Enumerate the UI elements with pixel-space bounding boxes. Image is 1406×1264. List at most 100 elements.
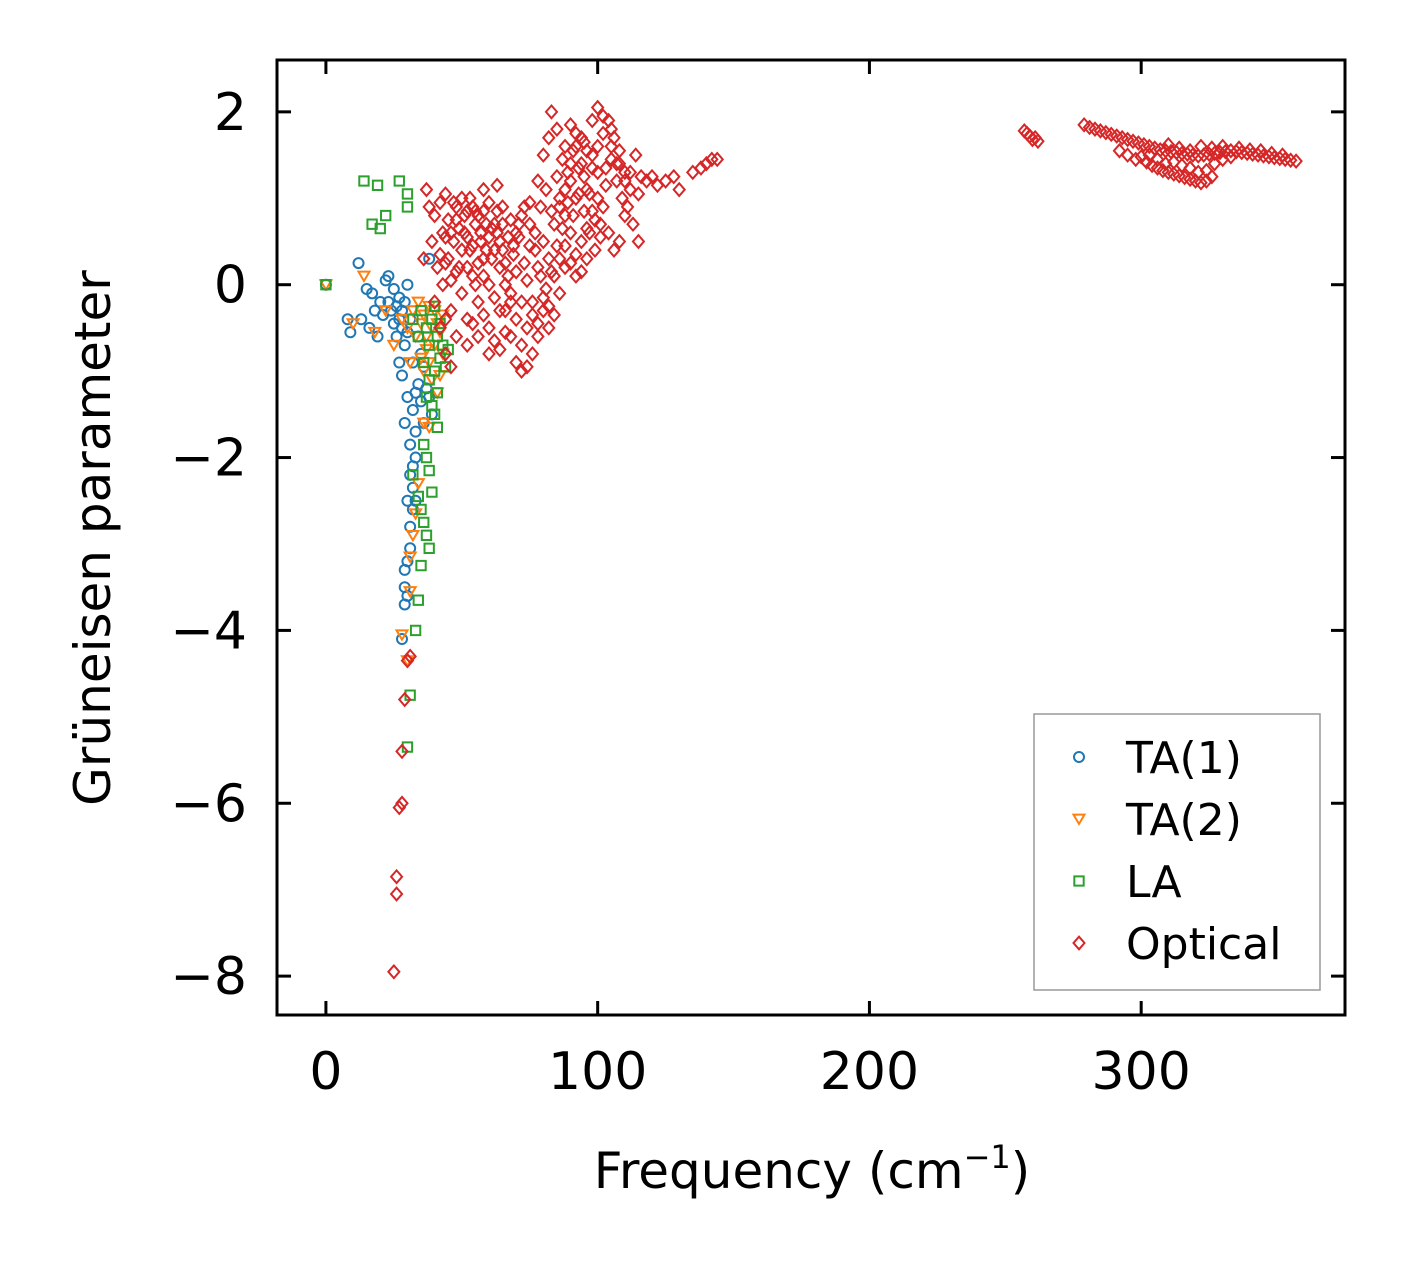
data-point [401,494,414,507]
data-point [528,225,542,241]
data-point [1142,138,1157,155]
data-point [412,594,424,606]
data-point [438,186,453,202]
data-point [569,246,583,263]
x-tick-label: 200 [820,1042,919,1102]
y-tick-label: −8 [170,947,247,1007]
data-point [1205,140,1219,157]
data-point [1194,174,1208,191]
data-point [1104,126,1119,143]
data-point [460,337,475,354]
data-point [541,320,556,336]
data-point [1275,147,1290,163]
data-point [344,326,357,339]
data-point [582,186,597,202]
data-point [493,302,507,319]
data-point [1120,131,1135,148]
data-point [585,112,600,129]
data-point [596,108,610,125]
data-point [420,529,433,542]
data-point [402,357,418,370]
data-point [536,302,551,319]
data-point [419,181,434,198]
data-point [398,295,411,308]
data-point [457,207,472,224]
data-point [598,160,613,176]
legend-label: TA(2) [1125,795,1242,846]
data-point [1082,119,1097,136]
data-point [579,142,594,159]
data-point [560,194,575,211]
data-point [1172,140,1187,157]
data-point [433,246,447,263]
data-point [590,190,605,207]
legend-label: LA [1126,857,1182,908]
data-point [536,147,551,163]
data-point [552,250,567,267]
data-point [345,318,361,331]
data-point [423,252,436,265]
legend-marker-icon [1071,813,1087,826]
data-point [550,121,564,137]
legend-item: TA(1) [1073,733,1242,784]
data-point [398,416,411,429]
data-point [1191,148,1206,164]
data-point [544,263,559,280]
data-point [569,268,583,284]
data-point [1109,128,1124,144]
data-point [431,387,444,399]
data-point [476,203,491,220]
legend: TA(1) TA(2) LA Optical [1033,713,1321,991]
data-point [454,285,469,302]
data-point [604,151,619,168]
data-point [571,186,586,202]
data-point [574,129,589,146]
data-point [400,652,415,669]
data-point [514,363,529,379]
legend-item: TA(2) [1071,795,1242,846]
data-point [598,177,613,194]
data-point [476,307,491,323]
data-point [465,237,480,254]
data-point [397,691,412,708]
data-point [520,320,534,336]
legend-label: Optical [1126,919,1281,970]
data-point [569,138,583,155]
data-point [402,586,418,599]
data-point [404,689,416,701]
data-point [418,516,430,529]
data-point [433,194,447,211]
legend-box [1033,713,1321,991]
data-point [428,300,441,312]
data-point [460,311,475,328]
data-point [394,629,410,642]
data-point [645,168,659,185]
data-point [389,868,404,885]
data-point [404,438,417,451]
x-tick-label: 100 [548,1042,647,1102]
data-point [609,155,624,172]
data-point [471,255,485,271]
data-point [393,356,406,369]
data-point [547,216,562,233]
data-point [444,225,458,241]
legend-marker-icon [1073,751,1085,763]
data-point [503,285,518,302]
data-point [487,216,502,233]
data-point [596,125,610,142]
data-point [352,257,365,270]
data-point [433,320,447,336]
data-point [1232,140,1246,157]
data-point [506,246,521,263]
data-point [1215,138,1230,155]
data-point [509,263,523,280]
x-axis-title: Frequency (cm−1) [594,1138,1031,1200]
data-point [1088,121,1102,137]
data-point [520,358,534,375]
data-point [558,259,572,276]
data-point [387,283,400,296]
data-point [495,199,510,215]
data-point [493,341,507,358]
data-point [490,203,504,220]
data-point [412,490,424,503]
